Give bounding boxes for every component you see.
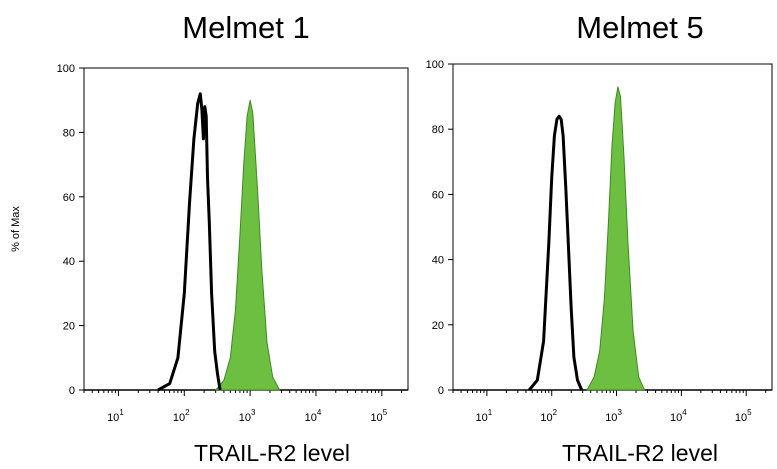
y-tick-label: 60 xyxy=(432,189,444,201)
x-tick-label-base: 10 xyxy=(370,412,382,424)
x-tick-label-base: 10 xyxy=(605,412,617,424)
y-tick-label: 40 xyxy=(432,255,444,267)
y-tick-label: 100 xyxy=(426,59,444,71)
y-tick-label: 0 xyxy=(438,385,444,397)
x-tick-label: 104 xyxy=(670,408,687,424)
x-tick-label: 101 xyxy=(476,408,493,424)
x-tick-label-exponent: 1 xyxy=(119,408,124,417)
x-tick-label-exponent: 3 xyxy=(617,408,622,417)
x-tick-label-exponent: 2 xyxy=(185,408,190,417)
x-tick-label-exponent: 1 xyxy=(488,408,493,417)
y-tick-label: 0 xyxy=(69,385,75,397)
chart-title: Melmet 5 xyxy=(576,10,703,45)
y-tick-label: 100 xyxy=(57,63,75,75)
y-tick-label: 60 xyxy=(63,192,75,204)
outline-histogram-series xyxy=(157,92,222,392)
x-tick-label: 105 xyxy=(370,408,387,424)
x-tick-label-exponent: 5 xyxy=(747,408,752,417)
x-tick-label-base: 10 xyxy=(540,412,552,424)
x-tick-label-exponent: 4 xyxy=(317,408,322,417)
x-tick-label: 101 xyxy=(107,408,124,424)
x-tick-label-base: 10 xyxy=(173,412,185,424)
outline-histogram-series xyxy=(528,114,584,391)
x-tick-label-exponent: 3 xyxy=(251,408,256,417)
x-tick-label: 105 xyxy=(735,408,752,424)
x-tick-label-base: 10 xyxy=(305,412,317,424)
x-tick-label: 104 xyxy=(305,408,322,424)
x-tick-label-base: 10 xyxy=(239,412,251,424)
y-axis-label: % of Max xyxy=(10,206,22,252)
filled-histogram-series xyxy=(586,86,645,391)
y-tick-label: 20 xyxy=(63,321,75,333)
x-axis-label: TRAIL-R2 level xyxy=(562,440,718,466)
x-tick-label-exponent: 5 xyxy=(383,408,388,417)
x-axis-label: TRAIL-R2 level xyxy=(194,440,350,466)
x-tick-label-exponent: 2 xyxy=(553,408,558,417)
y-tick-label: 80 xyxy=(63,127,75,139)
chart-title: Melmet 1 xyxy=(182,10,309,45)
y-tick-label: 40 xyxy=(63,256,75,268)
x-tick-label: 102 xyxy=(173,408,190,424)
x-tick-label-base: 10 xyxy=(735,412,747,424)
filled-histogram-series xyxy=(215,99,281,391)
x-tick-label-base: 10 xyxy=(476,412,488,424)
x-tick-label: 103 xyxy=(605,408,622,424)
x-tick-label-base: 10 xyxy=(107,412,119,424)
y-tick-label: 80 xyxy=(432,124,444,136)
y-tick-label: 20 xyxy=(432,320,444,332)
x-tick-label-base: 10 xyxy=(670,412,682,424)
x-tick-label-exponent: 4 xyxy=(682,408,687,417)
x-tick-label: 103 xyxy=(239,408,256,424)
x-tick-label: 102 xyxy=(540,408,557,424)
